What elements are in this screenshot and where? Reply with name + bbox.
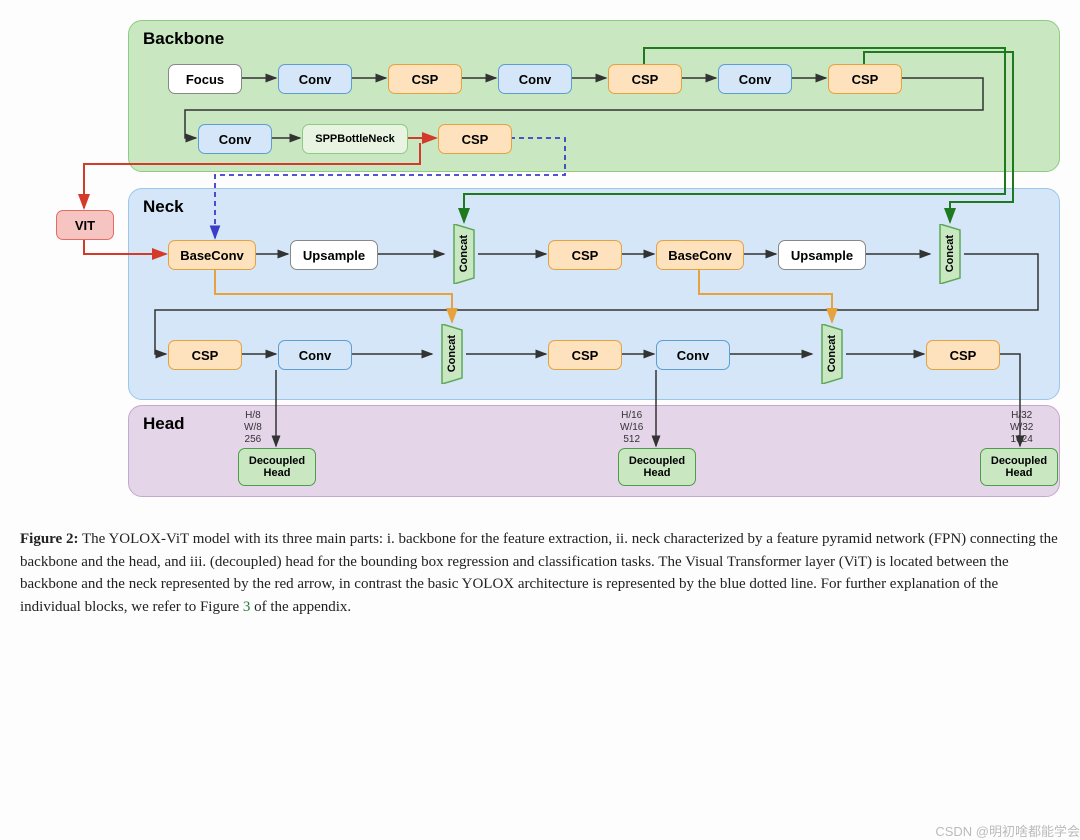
node-upsample2: Upsample [778,240,866,270]
watermark-text: CSDN @明初啥都能学会 [935,821,1080,840]
node-conv6: Conv [656,340,730,370]
backbone-label: Backbone [143,29,224,49]
concat-c3: Concat [438,324,466,384]
figure-caption: Figure 2: The YOLOX-ViT model with its t… [20,528,1060,618]
node-conv2: Conv [498,64,572,94]
caption-bold: Figure 2: [20,531,78,547]
node-csp3: CSP [828,64,902,94]
dims-d3: H/32W/321024 [1010,410,1033,446]
node-head3: DecoupledHead [980,448,1058,486]
node-csp4: CSP [438,124,512,154]
node-head1: DecoupledHead [238,448,316,486]
node-vit: VIT [56,210,114,240]
caption-text: The YOLOX-ViT model with its three main … [20,531,1058,615]
neck-label: Neck [143,197,184,217]
node-upsample1: Upsample [290,240,378,270]
node-csp1: CSP [388,64,462,94]
concat-c2: Concat [936,224,964,284]
node-csp7: CSP [548,340,622,370]
caption-tail: of the appendix. [250,599,351,615]
architecture-diagram: Backbone Neck Head [20,20,1060,510]
dims-d1: H/8W/8256 [244,410,262,446]
node-conv1: Conv [278,64,352,94]
node-conv3: Conv [718,64,792,94]
node-focus: Focus [168,64,242,94]
concat-c4: Concat [818,324,846,384]
node-csp5: CSP [548,240,622,270]
node-head2: DecoupledHead [618,448,696,486]
node-baseconv1: BaseConv [168,240,256,270]
node-conv5: Conv [278,340,352,370]
node-baseconv2: BaseConv [656,240,744,270]
node-csp2: CSP [608,64,682,94]
concat-c1: Concat [450,224,478,284]
node-csp8: CSP [926,340,1000,370]
node-csp6: CSP [168,340,242,370]
node-spp: SPPBottleNeck [302,124,408,154]
head-label: Head [143,414,185,434]
node-conv4: Conv [198,124,272,154]
dims-d2: H/16W/16512 [620,410,643,446]
